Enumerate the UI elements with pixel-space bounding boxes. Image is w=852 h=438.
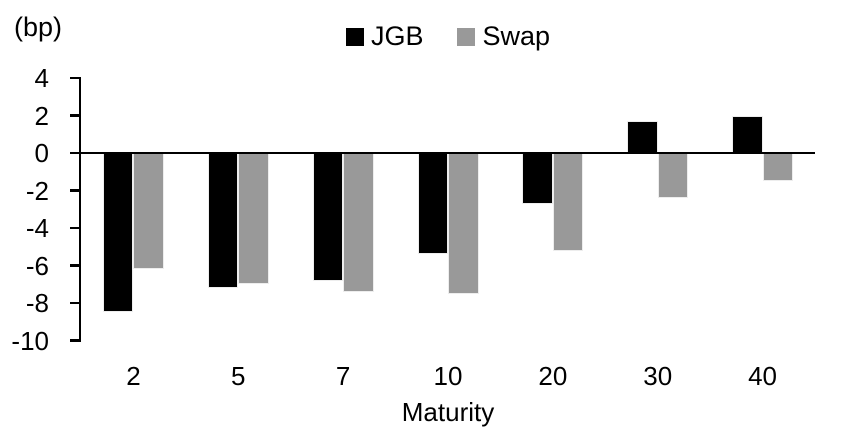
x-tick-label: 10 xyxy=(433,361,463,391)
y-tick-label: 2 xyxy=(34,100,49,131)
y-axis-tick xyxy=(69,226,79,230)
y-axis-line xyxy=(78,77,81,342)
x-tick-label: 2 xyxy=(126,361,141,391)
legend-swatch-icon xyxy=(345,27,364,46)
y-axis-unit-label: (bp) xyxy=(14,12,63,42)
y-axis-tick xyxy=(69,264,79,267)
x-tick-label: 5 xyxy=(231,361,246,391)
bar-jgb-10 xyxy=(417,153,448,255)
legend-swatch-icon xyxy=(457,27,476,46)
y-tick-label: 4 xyxy=(34,63,49,93)
bar-swap-20 xyxy=(552,153,584,251)
y-tick-label: -6 xyxy=(25,250,49,281)
bar-jgb-30 xyxy=(627,121,658,153)
legend-label: Swap xyxy=(482,21,551,51)
y-axis-tick xyxy=(69,151,79,155)
bar-swap-10 xyxy=(448,153,479,294)
legend-item-jgb: JGB xyxy=(345,21,424,52)
y-axis-tick xyxy=(69,114,79,117)
x-axis-title: Maturity xyxy=(401,397,495,427)
y-tick-label: -4 xyxy=(25,213,49,243)
bar-swap-30 xyxy=(657,153,689,198)
bar-jgb-2 xyxy=(102,153,134,313)
bar-swap-7 xyxy=(343,153,374,292)
y-axis-tick xyxy=(69,189,79,192)
legend: JGB Swap xyxy=(81,21,815,52)
x-tick-label: 30 xyxy=(643,361,673,391)
y-tick-label: -10 xyxy=(11,325,49,356)
x-tick-label: 7 xyxy=(335,361,351,391)
y-tick-label: -8 xyxy=(25,288,49,318)
bar-swap-40 xyxy=(762,153,794,182)
bar-swap-2 xyxy=(133,153,164,270)
y-axis-tick xyxy=(69,339,79,342)
y-axis-tick xyxy=(69,76,79,80)
x-tick-label: 20 xyxy=(538,361,568,391)
bar-jgb-20 xyxy=(522,153,553,204)
legend-label: JGB xyxy=(370,21,424,51)
plot-area: 4 2 0 -2 -4 -6 -8 -10 xyxy=(11,63,815,356)
y-axis-tick xyxy=(69,301,79,305)
y-tick-label: -2 xyxy=(25,175,49,206)
x-tick-label: 40 xyxy=(748,361,778,391)
bar-jgb-5 xyxy=(207,153,239,288)
x-axis-zero-line xyxy=(81,151,815,155)
bar-swap-5 xyxy=(238,153,269,285)
legend-item-swap: Swap xyxy=(457,21,550,52)
y-tick-label: 0 xyxy=(34,138,49,168)
bar-jgb-7 xyxy=(312,153,344,281)
bar-jgb-40 xyxy=(732,115,763,153)
